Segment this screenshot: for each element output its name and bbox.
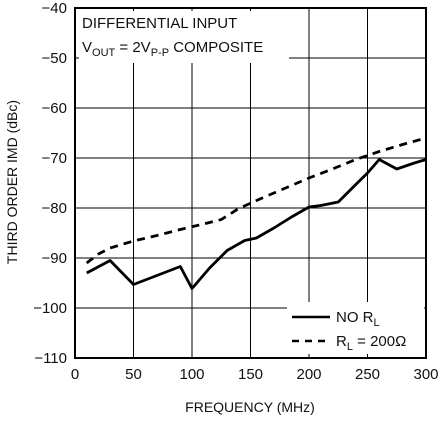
y-axis-label: THIRD ORDER IMD (dBc) <box>4 100 20 264</box>
y-tick-label: −70 <box>42 150 67 167</box>
y-tick-label: −90 <box>42 250 67 267</box>
annotation-line-2: VOUT = 2VP-P COMPOSITE <box>82 39 263 59</box>
x-tick-label: 50 <box>125 366 142 383</box>
x-tick-label: 0 <box>71 366 79 383</box>
y-tick-label: −50 <box>42 50 67 67</box>
y-tick-label: −60 <box>42 100 67 117</box>
x-tick-label: 200 <box>296 366 321 383</box>
x-tick-label: 150 <box>238 366 263 383</box>
x-tick-label: 100 <box>179 366 204 383</box>
legend-background <box>287 302 424 354</box>
plot-frame <box>74 7 427 359</box>
y-tick-label: −110 <box>34 350 67 367</box>
legend-label-no-rl: NO RL <box>336 309 380 329</box>
x-tick-label: 250 <box>355 366 380 383</box>
annotation-line-1: DIFFERENTIAL INPUT <box>82 15 237 32</box>
y-tick-label: −40 <box>42 0 67 17</box>
y-tick-labels: −40 −50 −60 −70 −80 −90 −100 −110 <box>33 0 67 367</box>
y-tick-label: −80 <box>42 200 67 217</box>
x-axis-label: FREQUENCY (MHz) <box>185 399 315 415</box>
legend: NO RL RL = 200Ω <box>287 302 424 354</box>
x-tick-labels: 0 50 100 150 200 250 300 <box>71 366 439 383</box>
legend-label-rl-200: RL = 200Ω <box>336 333 406 353</box>
x-tick-label: 300 <box>413 366 438 383</box>
series-line-no-rl <box>86 158 427 290</box>
annotation-background <box>79 11 289 63</box>
y-tick-label: −100 <box>33 300 67 317</box>
series-line-rl-200 <box>85 136 427 265</box>
series-layer <box>85 136 427 290</box>
